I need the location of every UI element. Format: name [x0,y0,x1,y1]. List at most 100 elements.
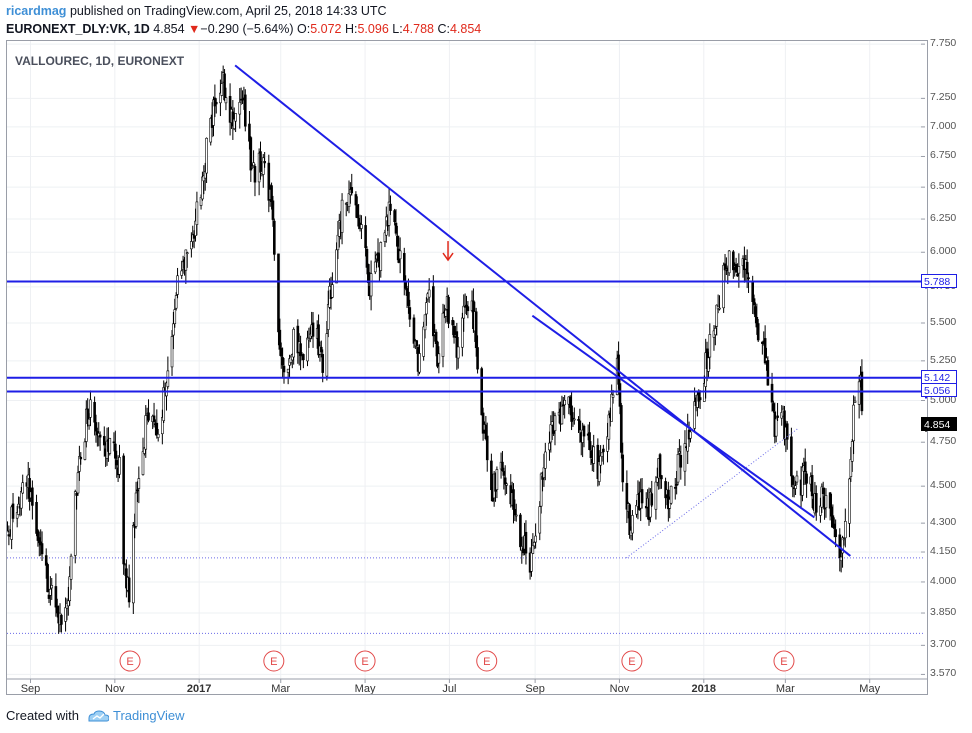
candle-body [83,441,87,460]
candle-body [776,415,779,418]
change-arrow: ▼ [188,22,201,36]
y-axis-strip: 7.7507.2507.0006.7506.5006.2506.0005.750… [928,37,972,695]
candle-body [678,451,681,454]
candle-body [718,307,721,310]
candle-body [714,328,717,336]
candle-body [238,101,242,115]
candle-body [628,504,631,535]
candle-body [7,530,9,533]
candle-body [660,475,663,480]
candle-body [15,512,19,519]
candle-body [447,296,450,324]
candle-body [162,387,166,421]
candle-body [279,348,283,357]
candle-body [199,197,203,206]
candle-body [75,493,78,496]
candle-body [828,492,832,509]
candle-body [427,289,431,298]
candle-body [94,422,98,432]
x-tick-label: Nov [610,683,630,694]
candle-body [849,459,853,477]
candle-body [737,266,741,274]
candle-body [848,478,851,524]
candle-body [54,586,58,608]
candle-body [563,400,566,406]
candle-body [654,481,658,510]
horizontal-levels[interactable] [7,274,927,399]
x-tick-label: Nov [105,683,125,694]
candle-body [490,460,493,491]
candle-body [402,253,406,281]
candle-body [631,515,634,534]
candle-body [770,383,774,403]
candle-body [281,357,284,366]
candle-body [46,564,49,593]
candle-body [302,354,305,361]
y-tick-label: 3.570 [930,667,957,680]
trendlines[interactable] [234,64,851,559]
candle-body [367,264,370,284]
candle-body [331,284,334,298]
candle-body [73,491,77,556]
candle-body [790,436,793,477]
lower-trendline [531,314,815,519]
candle-body [588,432,591,451]
candle-body [810,475,814,497]
candle-body [745,261,749,275]
tradingview-link[interactable]: TradingView [87,708,185,723]
candle-body [389,203,392,211]
candle-body [122,455,125,565]
candle-body [625,483,629,510]
close-value: 4.854 [449,22,482,36]
candle-body [669,485,673,504]
candle-body [621,454,625,483]
candle-body [560,405,564,425]
candle-body [21,482,25,494]
candles [7,65,864,634]
candle-body [307,338,311,341]
candle-body [64,607,67,622]
candle-body [35,502,38,534]
candle-body [437,353,441,364]
chart-title: VALLOUREC, 1D, EURONEXT [15,54,185,68]
earnings-marker-label: E [628,656,635,668]
candle-body [190,241,193,250]
tradingview-cloud-icon [88,709,109,721]
candle-body [11,503,15,519]
candle-body [172,323,175,336]
candle-body [736,273,739,277]
high-label: H: [344,22,358,36]
candle-body [89,399,92,418]
earnings-marker [354,650,376,672]
candle-body [195,201,199,225]
candle-body [166,370,170,387]
dotted-levels [7,557,925,634]
author-link[interactable]: ricardmag [6,4,67,18]
candle-body [658,454,662,477]
candle-body [502,471,506,476]
candle-body [850,441,854,462]
earnings-marker [773,650,795,672]
candle-body [170,336,174,368]
candle-body [286,368,290,373]
x-tick-label: May [355,683,376,694]
candle-body [752,298,756,306]
earnings-marker [476,650,498,672]
candle-body [393,210,396,223]
candle-body [650,493,654,506]
candle-body [549,424,553,443]
chart-area[interactable]: VALLOUREC, 1D, EURONEXT Sep Nov 2017 Mar May… [6,40,928,695]
candle-body [754,306,757,318]
created-with-label: Created with [6,708,79,723]
price-chart[interactable]: VALLOUREC, 1D, EURONEXT Sep Nov 2017 Mar May… [7,41,927,694]
grid [7,41,925,679]
candle-body [355,204,359,219]
candle-body [544,451,547,469]
candle-body [707,357,710,372]
candle-body [772,403,775,412]
earnings-marker-label: E [126,656,133,668]
candle-body [326,304,330,330]
candle-body [548,442,551,451]
candle-body [832,523,836,529]
